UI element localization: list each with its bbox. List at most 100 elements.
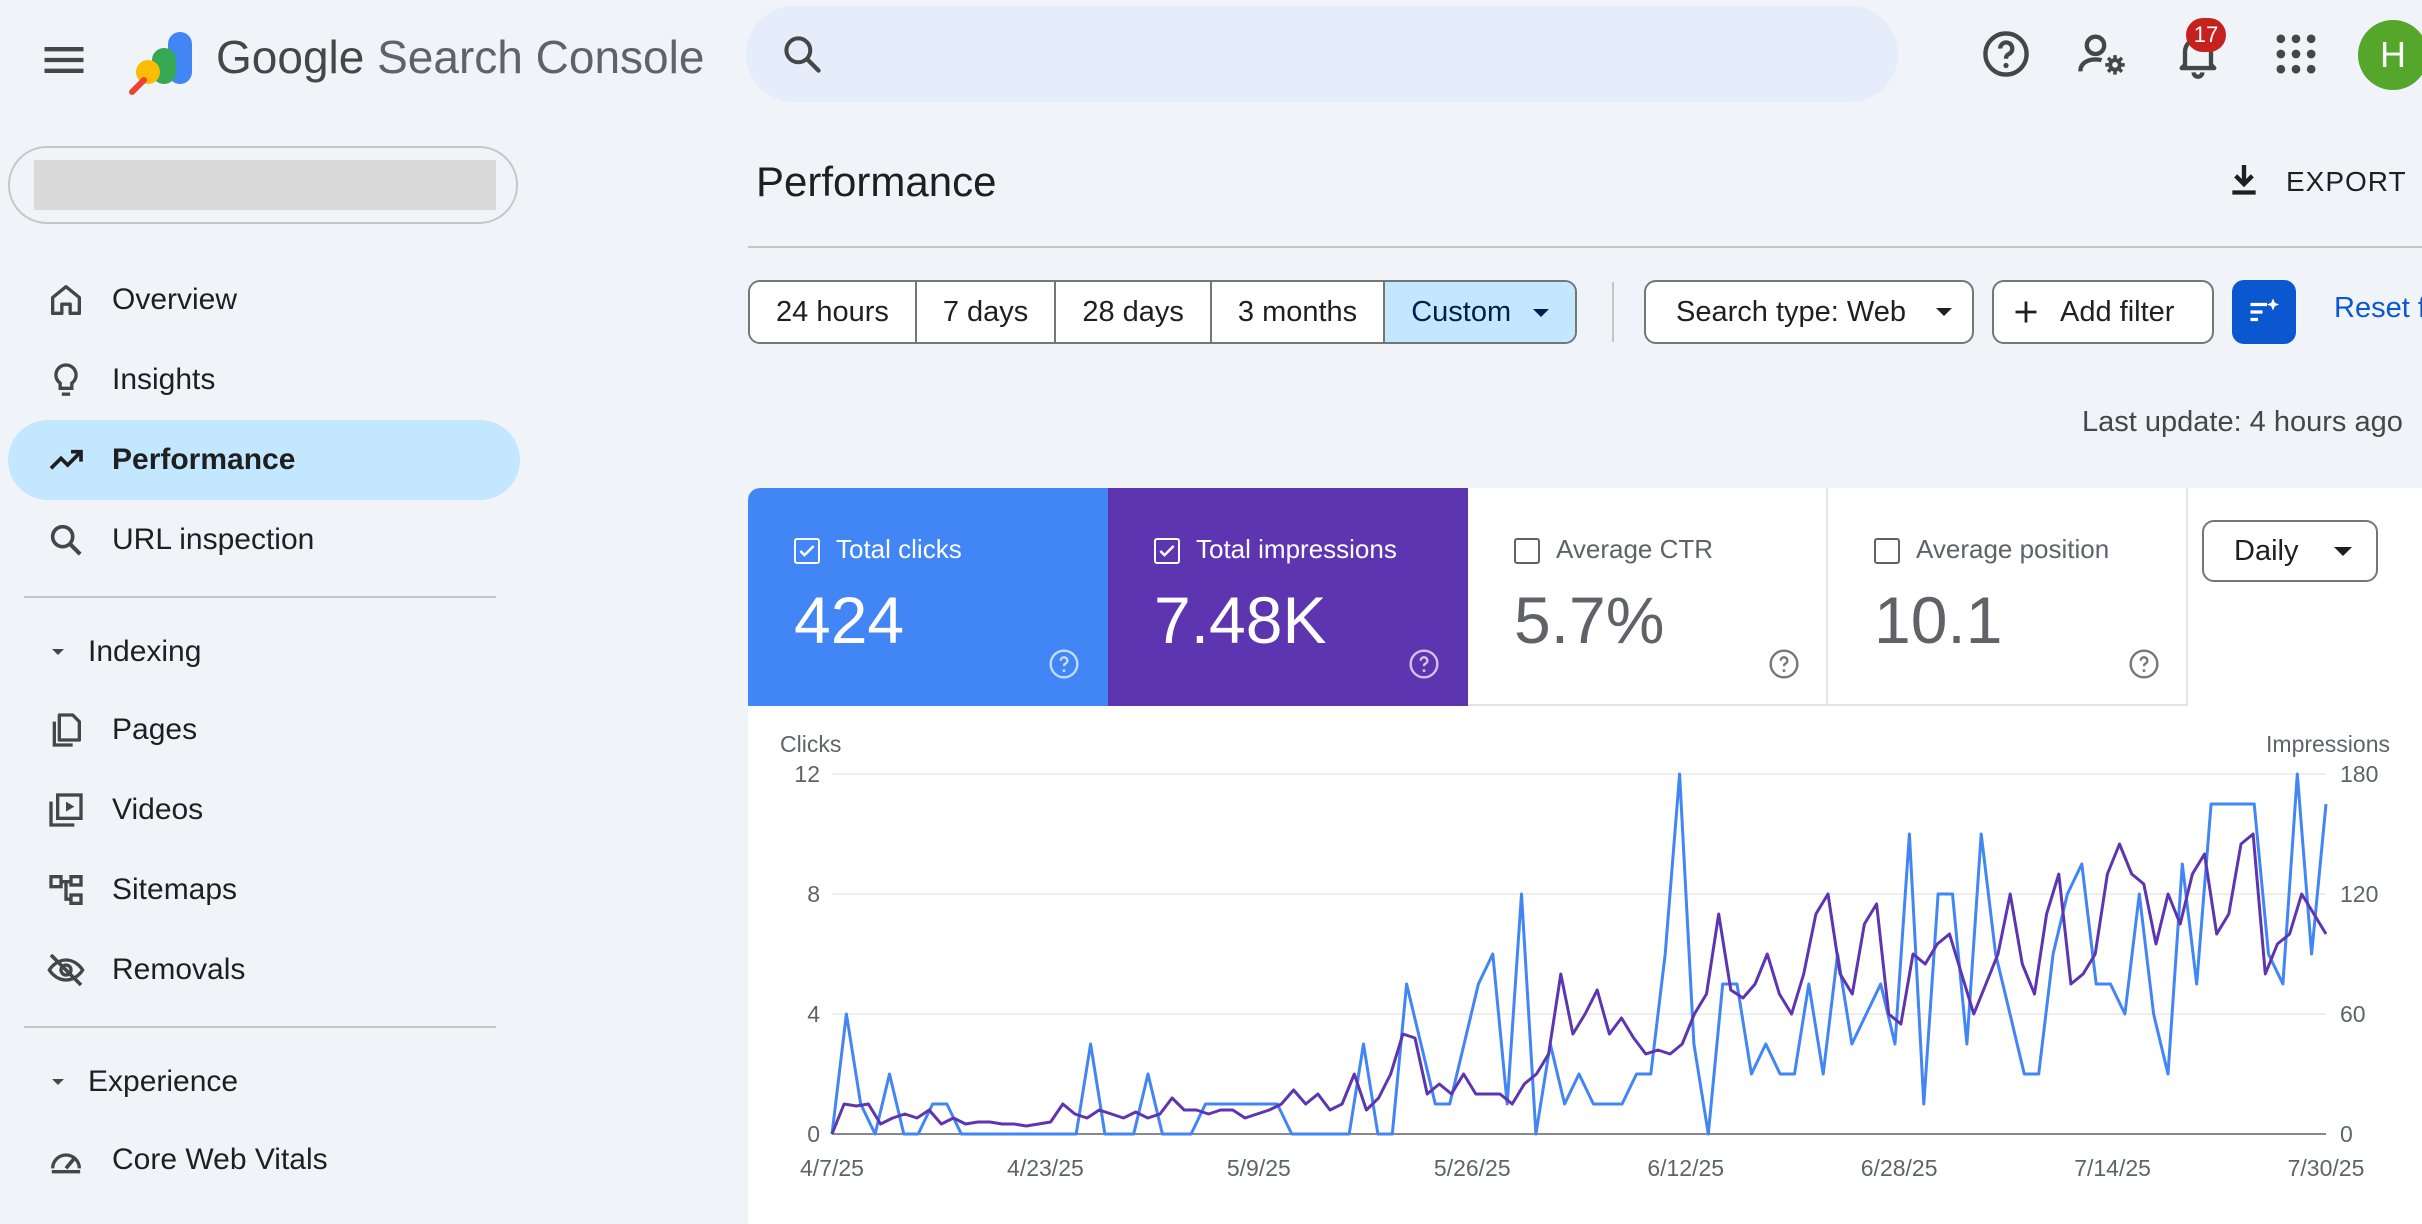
range-7-days[interactable]: 7 days [916,282,1057,342]
metric-checkbox[interactable] [1154,538,1180,564]
metric-card-average-position[interactable]: Average position 10.1 [1828,488,2188,706]
y-left-tick-label: 12 [794,761,820,787]
x-tick-label: 4/7/25 [800,1155,864,1181]
search-type-filter[interactable]: Search type: Web [1644,280,1974,344]
app-title[interactable]: Google Search Console [216,30,704,84]
sidebar-item-pages[interactable]: Pages [8,690,520,770]
sidebar-item-performance[interactable]: Performance [8,420,520,500]
sidebar-item-label: Performance [112,443,296,476]
date-range-selector[interactable]: 24 hours 7 days 28 days 3 months Custom [748,280,1578,344]
range-label: 7 days [942,296,1029,328]
check-icon [1159,545,1175,557]
metric-checkbox[interactable] [794,538,820,564]
sidebar-item-insights[interactable]: Insights [8,340,520,420]
sidebar-item-videos[interactable]: Videos [8,770,520,850]
filter-separator [1612,282,1614,342]
filter-compare-button[interactable] [2232,280,2296,344]
metric-card-total-impressions[interactable]: Total impressions 7.48K [1108,488,1468,706]
y-right-tick-label: 60 [2340,1001,2366,1027]
add-filter-label: Add filter [2060,296,2175,328]
y-right-tick-label: 120 [2340,881,2378,907]
sidebar-item-url-inspection[interactable]: URL inspection [8,500,520,580]
check-icon [799,545,815,557]
dropdown-arrow-icon [1533,309,1550,318]
page-title: Performance [756,158,997,205]
y-left-tick-label: 0 [807,1121,820,1147]
metric-label: Total clicks [836,534,962,564]
property-name-redacted [34,160,496,210]
sidebar-item-label: Pages [112,713,198,746]
notification-count-badge: 17 [2186,18,2226,52]
metric-value: 7.48K [1154,583,1327,657]
metric-checkbox[interactable] [1514,538,1540,564]
granularity-select[interactable]: Daily [2202,520,2378,582]
metric-checkbox[interactable] [1874,538,1900,564]
add-filter-button[interactable]: Add filter [1992,280,2214,344]
help-icon [1983,31,2029,77]
help-icon[interactable] [1768,648,1800,680]
y-left-tick-label: 8 [807,881,820,907]
sidebar-item-label: Sitemaps [112,873,238,906]
export-label: EXPORT [2286,166,2407,197]
sidebar-item-core-web-vitals[interactable]: Core Web Vitals [8,1120,520,1200]
visibility-off-icon [47,953,85,987]
apps-grid-icon [2276,34,2316,74]
sidebar-item-overview[interactable]: Overview [8,260,520,340]
search-type-label: Search type: Web [1676,296,1906,328]
help-icon[interactable] [1048,648,1080,680]
search-console-settings-button[interactable] [2076,28,2128,80]
range-24-hours[interactable]: 24 hours [750,282,917,342]
y-right-axis-label: Impressions [2266,731,2390,757]
x-tick-label: 7/30/25 [2288,1155,2365,1181]
metric-value: 5.7% [1514,583,1665,657]
x-tick-label: 6/28/25 [1861,1155,1938,1181]
trending-up-icon [49,449,83,470]
metric-label: Total impressions [1196,534,1397,564]
sitemap-icon [49,875,83,905]
caret-down-icon [52,1079,64,1085]
series-line-impressions [830,832,2328,1135]
range-label: 24 hours [776,296,889,328]
sidebar-item-removals[interactable]: Removals [8,930,520,1010]
search-icon [780,32,824,76]
dropdown-arrow-icon [1936,308,1952,316]
range-28-days[interactable]: 28 days [1056,282,1212,342]
property-selector[interactable] [8,146,518,224]
metric-value: 10.1 [1874,583,2003,657]
help-button[interactable] [1980,28,2032,80]
app-title-product: Search Console [364,31,705,83]
metric-label: Average CTR [1556,534,1714,564]
search-icon [50,524,82,556]
plus-icon [2015,301,2037,323]
sidebar-item-label: Core Web Vitals [112,1143,328,1176]
google-apps-button[interactable] [2270,28,2322,80]
help-icon[interactable] [2128,648,2160,680]
range-custom[interactable]: Custom [1385,282,1576,342]
reset-filters-link[interactable]: Reset f [2334,292,2422,324]
help-icon[interactable] [1408,648,1440,680]
metric-card-average-ctr[interactable]: Average CTR 5.7% [1468,488,1828,706]
download-icon [2232,165,2256,195]
x-tick-label: 5/9/25 [1227,1155,1291,1181]
header-divider [748,246,2422,248]
performance-panel: Total clicks 424 Total impressions 7.48K… [748,488,2422,1224]
x-tick-label: 5/26/25 [1434,1155,1511,1181]
avatar[interactable]: H [2358,20,2422,90]
lightbulb-icon [54,363,78,396]
main-menu-button[interactable] [38,34,90,86]
home-icon [51,285,82,315]
sidebar-item-label: Removals [112,953,246,986]
section-label: Indexing [88,635,202,668]
metric-card-total-clicks[interactable]: Total clicks 424 [748,488,1108,706]
hamburger-icon [44,47,84,73]
range-3-months[interactable]: 3 months [1211,282,1386,342]
search-input[interactable] [746,6,1898,102]
granularity-label: Daily [2234,535,2299,567]
sidebar-item-sitemaps[interactable]: Sitemaps [8,850,520,930]
sidebar-section-indexing[interactable]: Indexing [40,626,520,676]
y-left-tick-label: 4 [807,1001,820,1027]
pages-icon [52,713,82,747]
video-icon [49,793,83,827]
sidebar-section-experience[interactable]: Experience [40,1056,520,1106]
